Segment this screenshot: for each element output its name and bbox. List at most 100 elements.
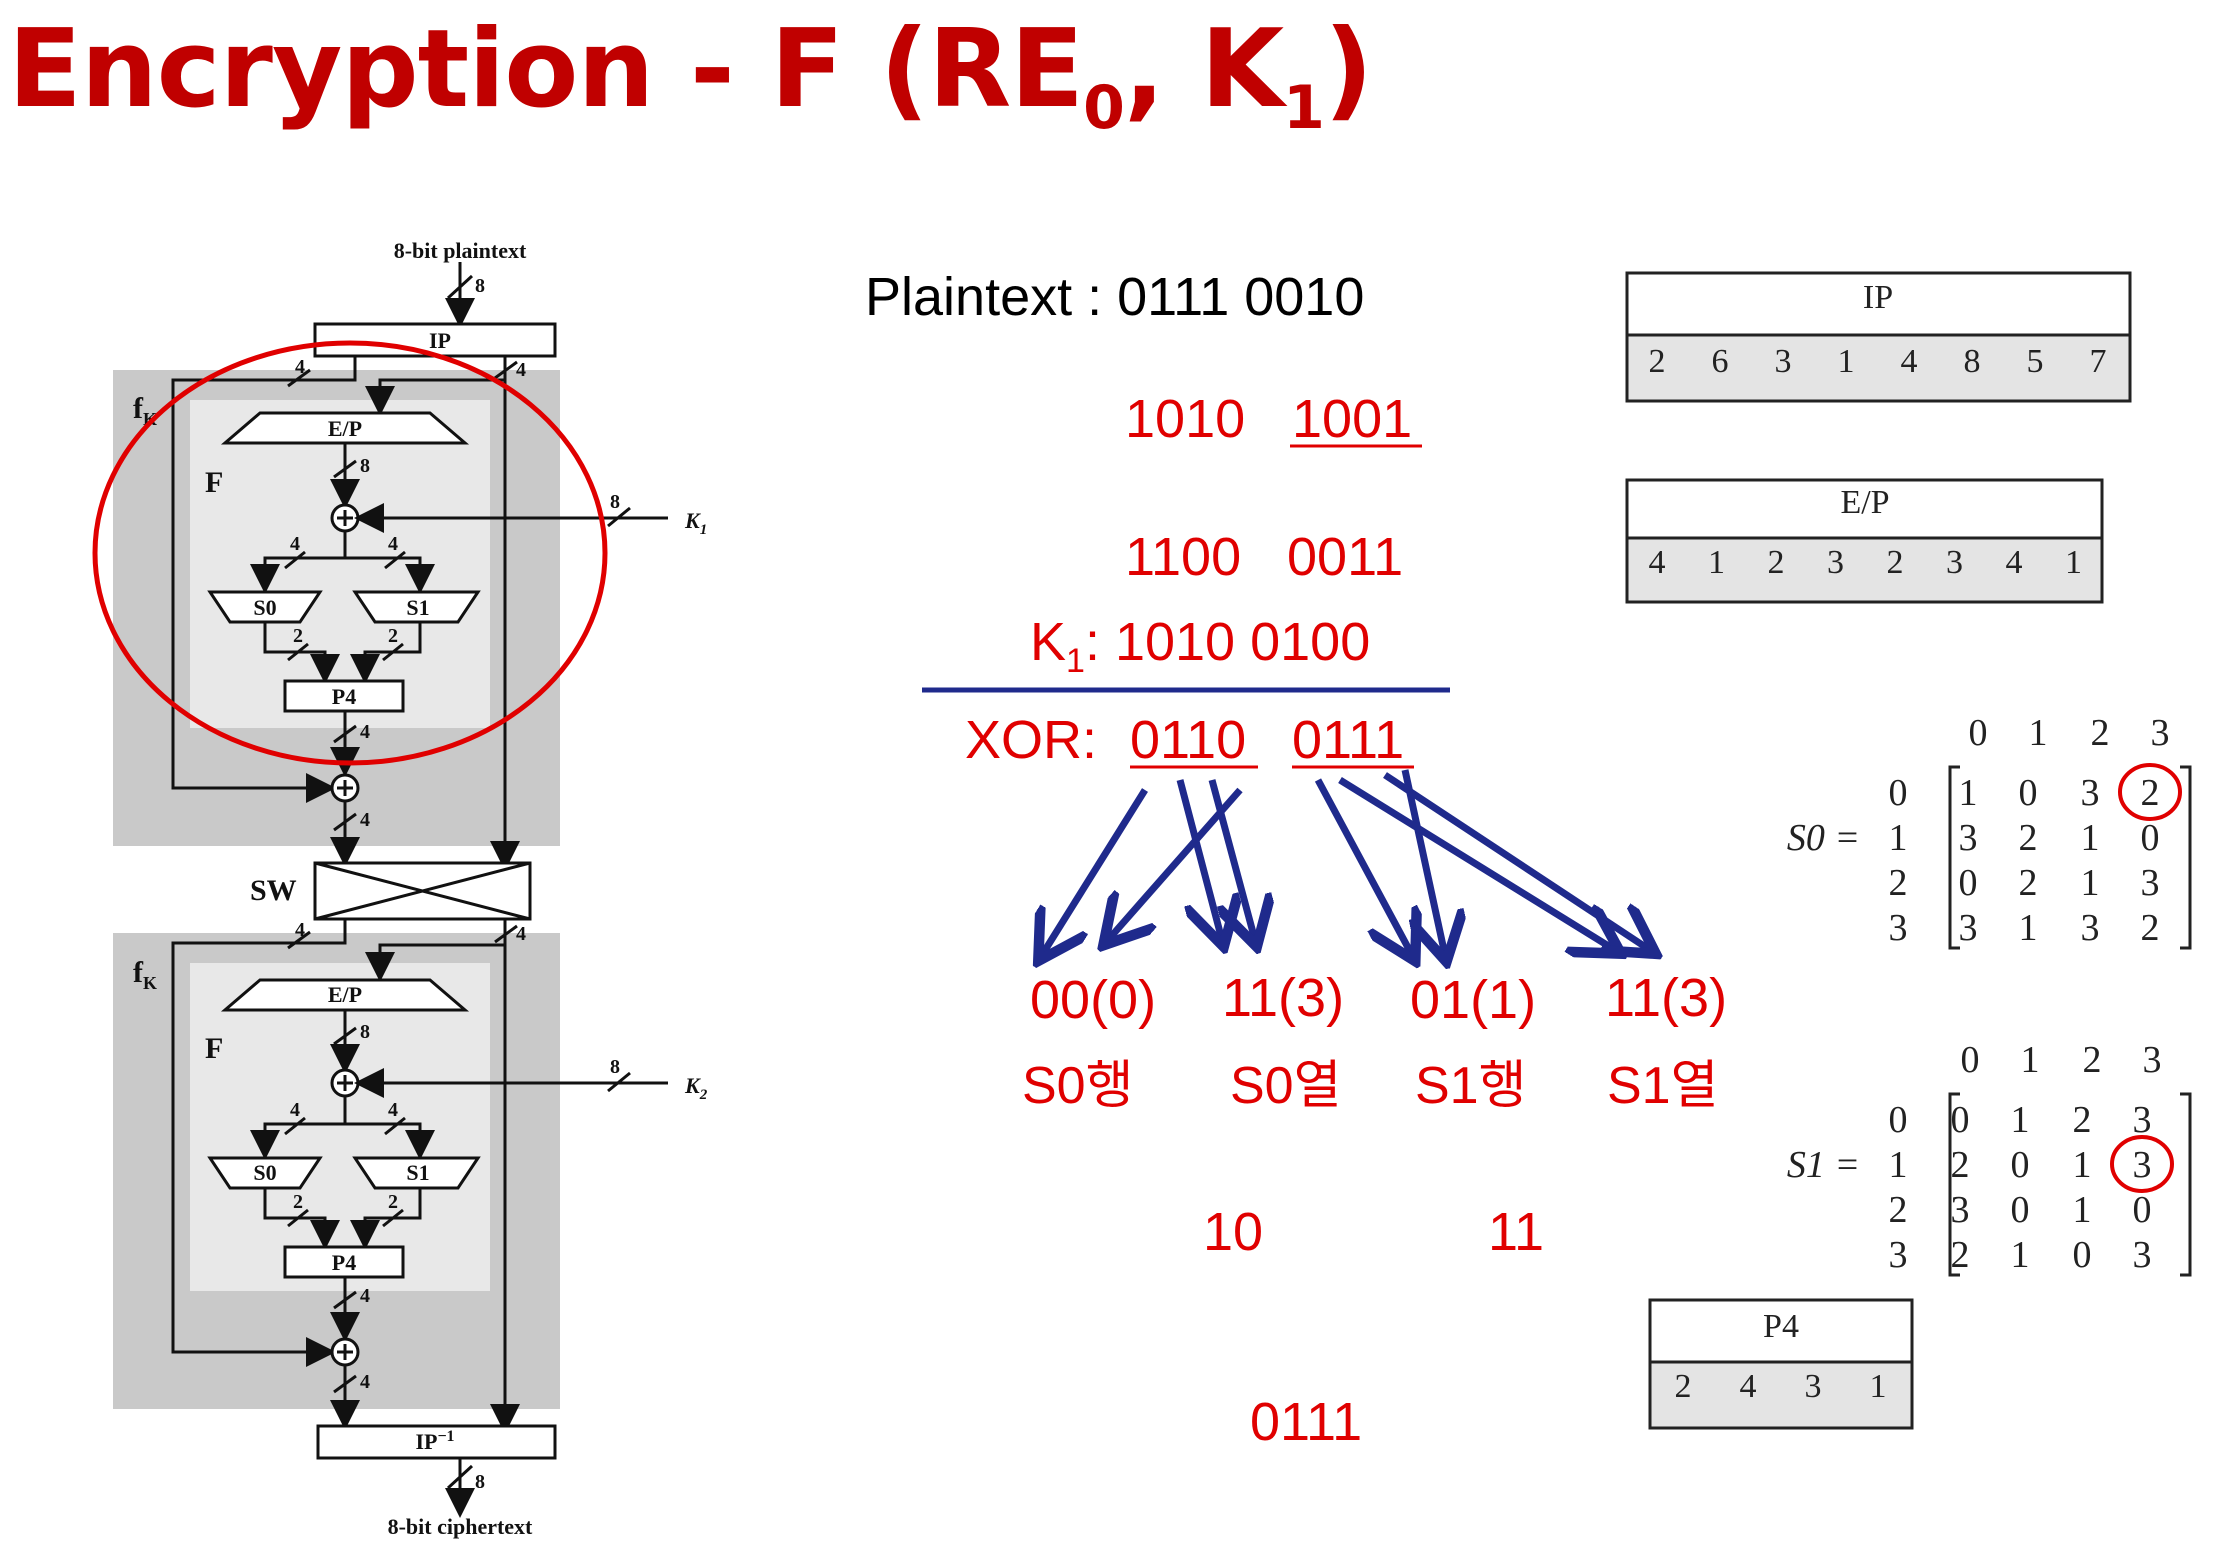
s0-cell-0-2: 3 [2081,772,2100,814]
ip-box [313,322,557,358]
ip-value-5: 8 [1964,343,1981,380]
page-title: Encryption - F (RE0, K1) [8,7,1373,143]
svg-text:8: 8 [360,455,370,477]
ip-value-2: 3 [1775,343,1792,380]
ip-value-0: 2 [1649,343,1666,380]
svg-text:2: 2 [293,625,303,647]
s0-row-2: 2 [1889,862,1908,904]
round1-f-area [190,400,490,728]
svg-text:2: 2 [388,1191,398,1213]
s1-cell-2-0: 3 [1951,1189,1970,1231]
xor-right: 0111 [1292,710,1404,770]
ip-table [1625,271,2132,403]
s1-cell-3-0: 2 [1951,1234,1970,1276]
s1-cell-1-3: 3 [2133,1144,2152,1186]
ip-inverse-box [316,1424,557,1460]
s1-label-1: S1 [406,595,429,620]
ep-value-1: 1 [1708,544,1725,581]
svg-text:8: 8 [475,275,485,297]
s1-cell-3-3: 3 [2133,1234,2152,1276]
s0-cell-0-3: 2 [2141,772,2160,814]
fk-label-2: fK [133,956,157,993]
out-3: 11(3) [1605,968,1727,1028]
ip-table-title: IP [1863,279,1893,316]
s1-box-1 [352,590,481,624]
arrow-4 [1208,779,1255,940]
s0-cell-3-3: 2 [2141,907,2160,949]
s1-col-2: 2 [2083,1039,2102,1081]
s1-label-2: S1 [406,1160,429,1185]
ip-value-1: 6 [1712,343,1729,380]
out-0: 00(0) [1030,970,1156,1030]
ep-table [1625,478,2104,604]
s1-cell-3-2: 0 [2073,1234,2092,1276]
svg-text:8: 8 [610,491,620,513]
p4-label-1: P4 [332,684,356,709]
s1-row-1: 1 [1889,1144,1908,1186]
ep-value-6: 4 [2006,544,2023,581]
s1-cell-2-2: 1 [2073,1189,2092,1231]
arrow-2 [1108,787,1243,940]
out-label-0: S0행 [1022,1057,1133,1115]
s0-left-bracket [1948,765,1960,950]
ep-table-title: E/P [1840,484,1889,521]
s0-cell-2-3: 3 [2141,862,2160,904]
s1-cell-1-0: 2 [1951,1144,1970,1186]
plaintext-label: 8-bit plaintext [394,238,527,263]
p4-table-title: P4 [1763,1308,1799,1345]
arrow-6 [1401,769,1445,955]
s0-label: S0 = [1787,817,1860,859]
sw-label: SW [250,874,297,907]
s0-cell-2-0: 0 [1959,862,1978,904]
s1-circled-cell [2110,1135,2174,1193]
s1-col-3: 3 [2143,1039,2162,1081]
arrow-1 [1042,788,1148,955]
svg-text:4: 4 [290,1099,300,1121]
s0-label-2: S0 [253,1160,276,1185]
ip-result-right: 1001 [1292,389,1412,449]
ip-value-6: 5 [2027,343,2044,380]
p4-result: 0111 [1250,1392,1362,1452]
svg-text:8: 8 [610,1056,620,1078]
s1-left-bracket [1948,1092,1960,1277]
svg-text:4: 4 [516,923,526,945]
s1-col-0: 0 [1961,1039,1980,1081]
ep-result-left: 1100 [1125,527,1241,587]
arrow-3 [1176,779,1222,940]
ip-value-3: 1 [1838,343,1855,380]
ep-label-2: E/P [328,982,362,1007]
s0-row-1: 1 [1889,817,1908,859]
svg-text:4: 4 [360,721,370,743]
f-label-2: F [205,1032,223,1065]
out-label-1: S0열 [1230,1057,1341,1115]
s0-col-1: 1 [2029,712,2048,754]
s1-col-1: 1 [2021,1039,2040,1081]
s0-box-1 [207,590,323,624]
s0-row-0: 0 [1889,772,1908,814]
s0-col-0: 0 [1969,712,1988,754]
s1-cell-0-0: 0 [1951,1099,1970,1141]
svg-text:4: 4 [388,533,398,555]
f-label-1: F [205,466,223,499]
ep-value-7: 1 [2065,544,2082,581]
out-2: 01(1) [1410,970,1536,1030]
s0-cell-1-0: 3 [1959,817,1978,859]
ip-value-7: 7 [2090,343,2107,380]
arrow-8 [1383,772,1650,950]
plaintext-line: Plaintext : 0111 0010 [865,267,1364,327]
highlight-ellipse [92,340,608,766]
svg-text:8: 8 [360,1021,370,1043]
s0-right-bracket [2180,765,2192,950]
s0-result: 10 [1203,1202,1263,1262]
s1-right-bracket [2180,1092,2192,1277]
p4-box-1 [283,679,405,713]
ep-label-1: E/P [328,416,362,441]
s0-circled-cell [2118,763,2182,821]
s0-col-2: 2 [2091,712,2110,754]
k1-line: K1: 1010 0100 [1030,612,1370,680]
p4-label-2: P4 [332,1250,356,1275]
svg-text:4: 4 [388,1099,398,1121]
s0-cell-2-1: 2 [2019,862,2038,904]
out-label-3: S1열 [1607,1057,1718,1115]
s0-box-2 [207,1156,323,1190]
